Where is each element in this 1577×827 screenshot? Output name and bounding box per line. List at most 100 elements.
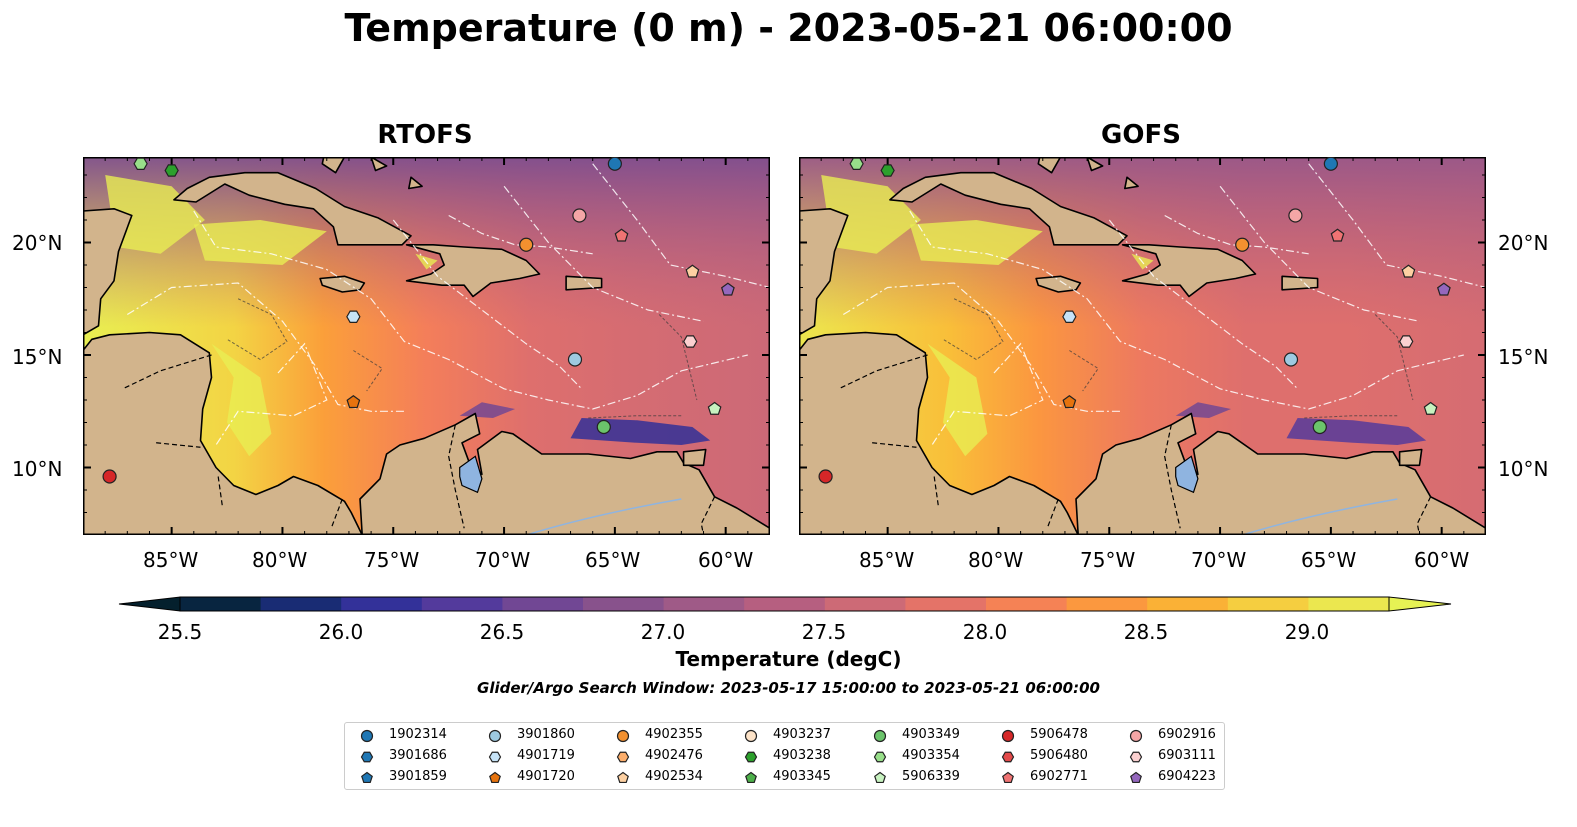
legend-marker-icon <box>744 729 758 743</box>
float-marker-4903354 <box>133 157 148 170</box>
legend-marker-circle <box>873 729 887 743</box>
colorbar-segment <box>421 597 503 611</box>
float-marker-5906478 <box>818 469 833 484</box>
legend-label: 3901860 <box>517 727 575 742</box>
float-marker-6902916 <box>1288 208 1303 223</box>
land-hispaniola <box>1121 244 1257 298</box>
land-bahamas2 <box>370 157 388 172</box>
legend-marker-icon <box>1001 751 1015 763</box>
eez-boundary <box>842 282 1121 412</box>
legend-marker-hexagon <box>744 751 758 763</box>
legend-label: 4901720 <box>517 769 575 784</box>
legend-marker-icon <box>616 729 630 743</box>
legend-marker-pentagon <box>1002 771 1014 784</box>
legend-marker-hexagon <box>1001 751 1015 763</box>
bathymetry-contour <box>658 314 698 401</box>
colorbar-segment <box>1227 597 1309 611</box>
land-jamaica <box>319 275 366 293</box>
float-marker-4901720 <box>346 395 361 409</box>
legend-marker-icon <box>1002 771 1014 784</box>
bathymetry-contour <box>1069 350 1099 392</box>
float-legend: 1902314 3901686 3901859 3901860 4901719 49017… <box>344 722 1225 790</box>
warm-water-patch <box>193 220 327 265</box>
colorbar-segment <box>986 597 1068 611</box>
y-tick-label: 10°N <box>1498 457 1549 481</box>
legend-label: 1902314 <box>389 727 447 742</box>
land-hispaniola <box>405 244 541 298</box>
legend-label: 4902534 <box>645 769 703 784</box>
x-tick-label: 65°W <box>585 548 641 572</box>
colorbar-segment <box>744 597 826 611</box>
x-tick-label: 70°W <box>1191 548 1247 572</box>
map-frame <box>83 157 770 535</box>
colorbar-segment <box>905 597 987 611</box>
legend-label: 4902476 <box>645 748 703 763</box>
legend-marker-hexagon <box>360 751 374 763</box>
land-puertorico <box>565 275 603 291</box>
float-marker-5906339 <box>707 401 722 415</box>
float-marker-5906339 <box>1423 401 1438 415</box>
legend-marker-hexagon <box>1129 751 1143 763</box>
legend-marker-pentagon <box>617 771 629 784</box>
eez-boundary <box>503 185 704 322</box>
search-window-text: Glider/Argo Search Window: 2023-05-17 15… <box>477 679 1100 697</box>
country-border <box>448 424 465 529</box>
colorbar-segment <box>1308 597 1390 611</box>
legend-marker-icon <box>874 771 886 784</box>
country-border <box>838 354 928 390</box>
colorbar-tick-label: 27.0 <box>640 620 686 644</box>
colorbar-segment <box>341 597 423 611</box>
legend-marker-icon <box>360 729 374 743</box>
float-marker-4903354 <box>849 157 864 170</box>
x-tick-label: 85°W <box>859 548 915 572</box>
river <box>1242 498 1398 535</box>
bathymetry-contour <box>353 350 383 392</box>
x-tick-label: 80°W <box>252 548 308 572</box>
country-border <box>933 476 940 509</box>
x-tick-label: 85°W <box>143 548 199 572</box>
land-bahamas1 <box>321 157 346 174</box>
eez-boundary <box>1219 185 1420 322</box>
legend-marker-icon <box>1130 771 1142 784</box>
eez-boundary <box>1108 219 1299 390</box>
eez-boundary <box>392 219 583 390</box>
colorbar-svg <box>118 596 1452 612</box>
legend-marker-hexagon <box>873 751 887 763</box>
x-tick-label: 60°W <box>698 548 754 572</box>
colorbar-segment <box>260 597 342 611</box>
legend-label: 4902355 <box>645 727 703 742</box>
legend-marker-pentagon <box>489 771 501 784</box>
float-marker-4901719 <box>346 310 361 323</box>
legend-marker-icon <box>744 751 758 763</box>
legend-label: 6902771 <box>1030 769 1088 784</box>
float-marker-4903238 <box>164 164 179 177</box>
colorbar-tick-label: 26.0 <box>318 620 364 644</box>
land-trinidad <box>1398 448 1423 467</box>
float-marker-4901719 <box>1062 310 1077 323</box>
legend-marker-hexagon <box>616 751 630 763</box>
legend-marker-circle <box>1129 729 1143 743</box>
legend-marker-circle <box>744 729 758 743</box>
legend-marker-icon <box>1129 751 1143 763</box>
map-svg-rtofs <box>83 157 770 535</box>
colorbar-segment <box>663 597 745 611</box>
legend-label: 4903237 <box>773 727 831 742</box>
bathymetry-contour <box>1374 314 1414 401</box>
y-tick-label: 20°N <box>1498 231 1549 255</box>
legend-marker-icon <box>488 751 502 763</box>
legend-marker-icon <box>360 751 374 763</box>
land-cuba <box>889 171 1128 246</box>
float-marker-3901860 <box>567 352 583 367</box>
land-yucatan <box>83 157 133 336</box>
warm-water-patch <box>211 343 272 457</box>
legend-label: 3901859 <box>389 769 447 784</box>
legend-label: 4903349 <box>902 727 960 742</box>
legend-marker-pentagon <box>745 771 757 784</box>
lake-maracaibo <box>459 455 483 494</box>
legend-label: 4903345 <box>773 769 831 784</box>
x-tick-label: 75°W <box>1080 548 1136 572</box>
y-tick-label: 10°N <box>12 457 63 481</box>
colorbar <box>118 594 1452 618</box>
float-marker-6904223 <box>1437 282 1451 296</box>
eez-boundary <box>215 342 328 446</box>
